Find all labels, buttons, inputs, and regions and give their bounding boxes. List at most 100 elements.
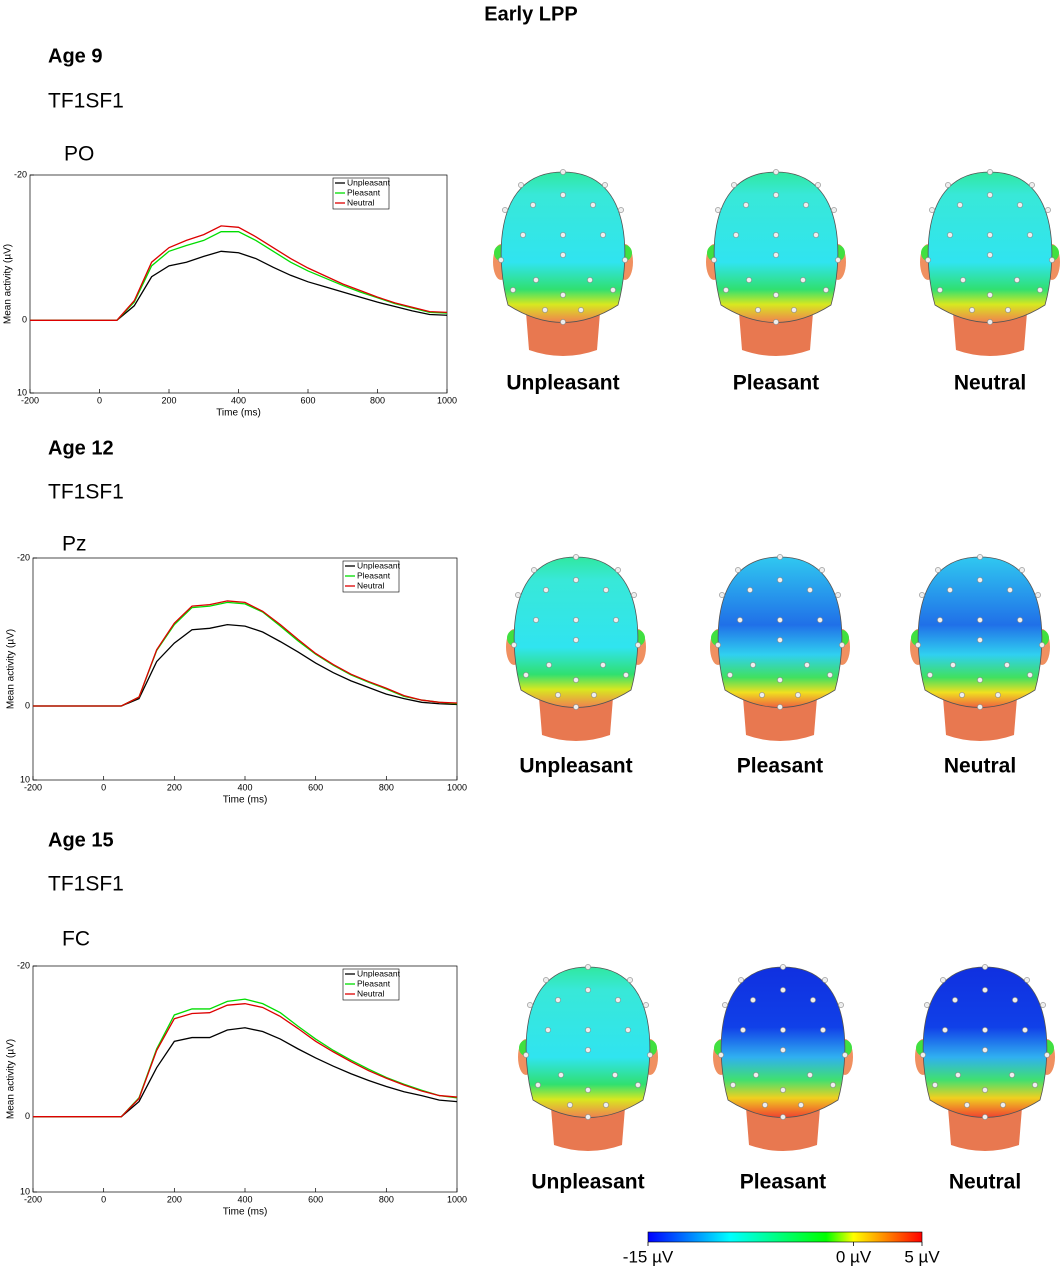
electrode xyxy=(773,232,779,238)
colorbar-tick-label: -15 µV xyxy=(623,1247,674,1266)
series-line xyxy=(33,1003,458,1118)
electrode xyxy=(555,997,561,1003)
electrode xyxy=(810,997,816,1003)
electrode xyxy=(927,672,933,678)
condition-heading: TF1SF1 xyxy=(48,481,124,504)
chart-title: PO xyxy=(64,143,94,166)
electrode xyxy=(982,1027,988,1033)
electrode xyxy=(957,202,963,208)
electrode xyxy=(603,1102,609,1108)
condition-heading: TF1SF1 xyxy=(48,873,124,896)
y-tick-label: 10 xyxy=(20,1186,30,1196)
electrode xyxy=(773,292,779,298)
legend-label: Unpleasant xyxy=(357,560,401,570)
x-tick-label: 800 xyxy=(379,782,394,792)
electrode xyxy=(543,587,549,593)
electrode xyxy=(723,287,729,293)
electrode xyxy=(1022,1027,1028,1033)
electrode xyxy=(798,1102,804,1108)
topomap xyxy=(506,554,646,741)
electrode xyxy=(635,642,641,648)
chart-title: FC xyxy=(62,928,90,951)
electrode xyxy=(560,292,566,298)
topomap-label: Pleasant xyxy=(733,372,819,395)
chart-title: Pz xyxy=(62,533,87,556)
y-axis-label: Mean activity (µV) xyxy=(6,1039,17,1119)
electrode xyxy=(780,1047,786,1053)
electrode xyxy=(1035,592,1041,598)
x-tick-label: 1000 xyxy=(437,395,457,405)
electrode xyxy=(925,257,931,263)
x-tick-label: 1000 xyxy=(447,782,467,792)
electrode xyxy=(1007,587,1013,593)
electrode xyxy=(942,1027,948,1033)
electrode xyxy=(498,257,504,263)
electrode xyxy=(987,319,993,325)
electrode xyxy=(718,1052,724,1058)
electrode xyxy=(977,554,983,560)
electrode xyxy=(520,232,526,238)
electrode xyxy=(1017,202,1023,208)
electrode xyxy=(585,1027,591,1033)
electrode xyxy=(780,987,786,993)
electrode xyxy=(773,192,779,198)
colorbar xyxy=(647,1231,923,1243)
y-tick-label: -20 xyxy=(14,169,27,179)
electrode xyxy=(722,1002,728,1008)
electrode xyxy=(546,662,552,668)
colorbar-tick-label: 0 µV xyxy=(836,1247,872,1266)
x-tick-label: 0 xyxy=(101,782,106,792)
electrode xyxy=(615,567,621,573)
electrode xyxy=(987,252,993,258)
electrode xyxy=(803,202,809,208)
electrode xyxy=(773,252,779,258)
electrode xyxy=(795,692,801,698)
electrode xyxy=(715,642,721,648)
x-axis-label: Time (ms) xyxy=(216,408,261,419)
electrode xyxy=(560,192,566,198)
electrode xyxy=(919,592,925,598)
x-axis-label: Time (ms) xyxy=(223,1207,268,1218)
electrode xyxy=(1004,662,1010,668)
electrode xyxy=(591,692,597,698)
electrode xyxy=(613,617,619,623)
electrode xyxy=(839,642,845,648)
topomap-label: Neutral xyxy=(954,372,1026,395)
electrode xyxy=(773,319,779,325)
topomap-label: Neutral xyxy=(944,755,1016,778)
electrode xyxy=(587,277,593,283)
electrode xyxy=(518,182,524,188)
topomap xyxy=(493,169,633,356)
electrode xyxy=(1005,307,1011,313)
electrode xyxy=(940,977,946,983)
electrode xyxy=(932,1082,938,1088)
legend-label: Neutral xyxy=(357,988,385,998)
electrode xyxy=(750,997,756,1003)
legend-label: Pleasant xyxy=(357,570,391,580)
legend-label: Unpleasant xyxy=(347,177,391,187)
electrode xyxy=(982,1114,988,1120)
electrode xyxy=(727,672,733,678)
electrode xyxy=(523,672,529,678)
electrode xyxy=(715,207,721,213)
electrode xyxy=(737,617,743,623)
x-tick-label: 0 xyxy=(101,1194,106,1204)
electrode xyxy=(573,554,579,560)
electrode xyxy=(750,662,756,668)
electrode xyxy=(543,977,549,983)
electrode xyxy=(780,1027,786,1033)
electrode xyxy=(822,977,828,983)
electrode xyxy=(560,252,566,258)
electrode xyxy=(945,182,951,188)
electrode xyxy=(780,1114,786,1120)
electrode xyxy=(982,987,988,993)
electrode xyxy=(777,577,783,583)
electrode xyxy=(777,617,783,623)
x-axis-label: Time (ms) xyxy=(223,795,268,806)
electrode xyxy=(817,617,823,623)
electrode xyxy=(982,964,988,970)
electrode xyxy=(950,662,956,668)
electrode xyxy=(585,1087,591,1093)
topomap-label: Unpleasant xyxy=(506,372,619,395)
